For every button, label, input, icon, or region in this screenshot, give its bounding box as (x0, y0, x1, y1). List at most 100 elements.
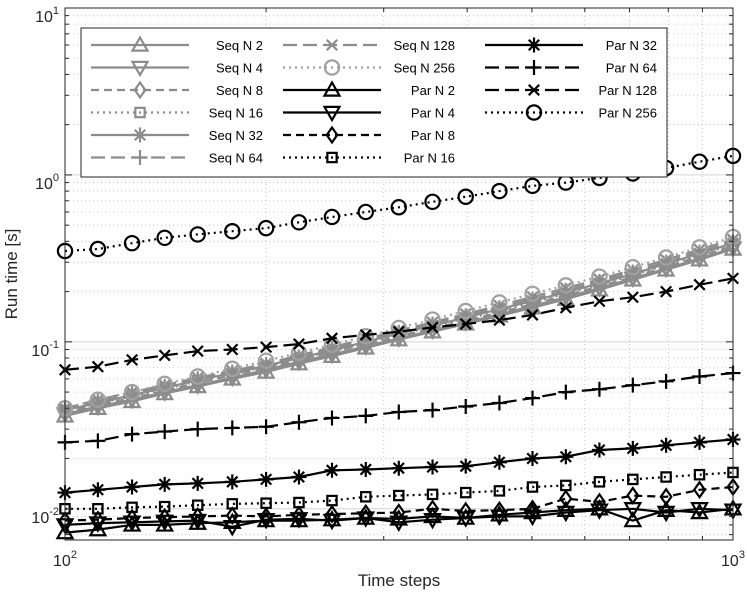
legend-item-par-n-128: Par N 128 (485, 83, 657, 98)
data-point-par-n-256 (189, 226, 206, 243)
legend-marker (322, 105, 342, 123)
data-point-par-n-4 (523, 509, 542, 527)
legend-box (80, 27, 668, 178)
legend-label: Seq N 16 (209, 106, 263, 121)
legend-item-seq-n-16: Seq N 16 (91, 106, 263, 121)
data-point-par-n-8 (259, 506, 273, 526)
series-line-par-n-64 (64, 372, 734, 444)
plot-frame (64, 7, 734, 541)
data-point-par-n-64 (692, 369, 708, 385)
series-par-n-256 (56, 147, 742, 260)
legend-marker (527, 83, 541, 97)
legend-label: Seq N 2 (216, 38, 263, 53)
legend-item-seq-n-32: Seq N 32 (91, 127, 263, 143)
data-point-par-n-16 (526, 481, 539, 493)
data-point-par-n-16 (426, 488, 439, 501)
series-par-n-16 (59, 466, 739, 515)
legend-marker (526, 60, 542, 75)
data-point-par-n-128 (392, 325, 405, 338)
data-point-par-n-16 (360, 491, 372, 503)
data-point-par-n-32 (324, 462, 340, 478)
legend-item-par-n-2: Par N 2 (283, 80, 455, 98)
data-point-par-n-8 (292, 505, 306, 525)
legend-marker (325, 125, 339, 145)
data-point-seq-n-256 (390, 319, 408, 337)
data-point-par-n-128 (660, 285, 673, 298)
data-point-par-n-32 (358, 461, 374, 477)
x-tick-label: 102 (53, 549, 77, 570)
data-point-par-n-8 (392, 503, 406, 522)
data-point-par-n-16 (459, 486, 472, 499)
data-point-par-n-256 (691, 153, 708, 170)
data-point-par-n-16 (660, 471, 672, 483)
y-axis-label: Run time [s] (2, 229, 21, 320)
data-point-par-n-16 (191, 499, 204, 511)
data-point-par-n-16 (593, 476, 606, 488)
data-point-par-n-128 (426, 321, 439, 334)
data-point-par-n-2 (88, 519, 108, 537)
data-point-par-n-32 (124, 479, 140, 495)
y-tick-label: 100 (35, 172, 59, 193)
data-point-par-n-64 (324, 410, 340, 426)
data-point-par-n-8 (325, 504, 339, 524)
legend-item-par-n-32: Par N 32 (485, 37, 657, 53)
data-point-par-n-2 (656, 500, 676, 517)
data-point-par-n-128 (325, 332, 339, 345)
data-point-par-n-4 (222, 520, 242, 537)
data-point-seq-n-256 (624, 258, 642, 276)
data-point-par-n-8 (626, 486, 640, 505)
data-point-par-n-32 (157, 476, 173, 492)
tick-labels: 102 103 10-2 10-1 100 101 (31, 5, 745, 570)
legend-label: Par N 64 (606, 61, 657, 76)
data-point-par-n-128 (158, 349, 171, 362)
data-point-par-n-128 (226, 343, 239, 356)
data-point-seq-n-256 (257, 352, 275, 370)
data-point-seq-n-256 (524, 285, 541, 303)
data-point-par-n-32 (425, 459, 441, 475)
data-point-par-n-8 (559, 489, 573, 509)
legend-label: Seq N 128 (394, 38, 455, 53)
data-point-par-n-256 (224, 222, 241, 240)
data-point-seq-n-256 (491, 294, 508, 311)
data-point-par-n-64 (90, 433, 106, 449)
data-point-par-n-4 (590, 503, 609, 520)
y-tick-label: 101 (35, 5, 59, 26)
data-point-par-n-128 (126, 353, 139, 366)
data-point-par-n-16 (560, 479, 572, 492)
data-point-par-n-32 (291, 469, 307, 485)
series-par-n-64 (57, 365, 741, 450)
data-point-par-n-8 (91, 510, 105, 530)
data-point-par-n-128 (191, 345, 204, 358)
data-point-par-n-128 (459, 317, 472, 330)
data-point-par-n-32 (224, 474, 240, 490)
data-point-seq-n-256 (591, 268, 608, 285)
data-point-par-n-16 (693, 468, 706, 481)
legend-item-par-n-256: Par N 256 (485, 104, 657, 121)
data-point-par-n-4 (155, 514, 175, 532)
data-point-par-n-16 (260, 497, 272, 509)
data-point-seq-n-256 (123, 383, 141, 401)
series-line-par-n-8 (64, 485, 734, 522)
data-point-par-n-4 (256, 512, 276, 530)
legend-item-par-n-64: Par N 64 (485, 60, 657, 76)
data-point-par-n-8 (525, 499, 540, 519)
series-par-n-8 (58, 477, 740, 530)
legend-marker (132, 150, 148, 165)
data-point-seq-n-256 (290, 344, 308, 362)
legend-label: Par N 256 (598, 106, 657, 121)
data-point-par-n-128 (526, 308, 539, 321)
legend-label: Par N 8 (411, 128, 455, 143)
data-point-par-n-128 (559, 301, 572, 314)
legend-marker (130, 60, 150, 78)
x-axis-label: Time steps (358, 571, 441, 590)
legend-item-seq-n-8: Seq N 8 (91, 80, 263, 100)
legend-label: Par N 2 (411, 83, 455, 98)
data-point-par-n-128 (626, 291, 639, 304)
data-point-par-n-32 (190, 475, 206, 491)
data-point-par-n-256 (491, 182, 508, 200)
series-line-seq-n-256 (64, 235, 734, 410)
data-point-seq-n-256 (691, 239, 708, 256)
data-point-par-n-32 (658, 437, 674, 453)
data-point-seq-n-256 (657, 249, 675, 266)
data-point-par-n-2 (556, 500, 576, 517)
